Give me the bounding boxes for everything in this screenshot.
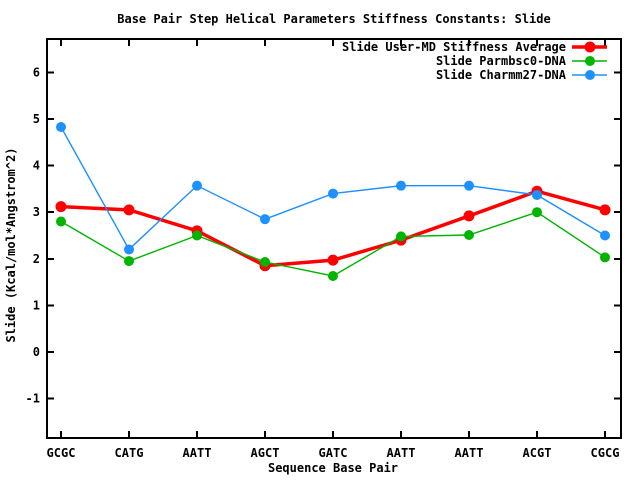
data-point: [56, 121, 66, 132]
legend-label: Slide Charmm27-DNA: [436, 68, 567, 82]
data-point: [328, 188, 338, 199]
legend-label: Slide User-MD Stiffness Average: [342, 40, 566, 54]
y-tick-label: 2: [33, 252, 40, 266]
series-line-1: [60, 211, 606, 277]
data-point: [464, 230, 474, 241]
series-2: [56, 121, 610, 255]
data-point: [56, 216, 66, 227]
x-tick-label: CGCG: [591, 446, 620, 460]
x-tick-label: AATT: [183, 446, 212, 460]
y-tick-label: 4: [33, 159, 40, 173]
data-point: [532, 189, 542, 200]
data-point: [396, 180, 406, 191]
legend-item: Slide Parmbsc0-DNA: [436, 54, 607, 68]
y-tick-label: 6: [33, 66, 40, 80]
x-axis-label: Sequence Base Pair: [268, 461, 398, 475]
x-tick-label: AATT: [455, 446, 484, 460]
data-point: [124, 256, 134, 267]
y-tick-label: 0: [33, 345, 40, 359]
data-point: [328, 270, 338, 281]
data-point: [260, 214, 270, 225]
legend-item: Slide Charmm27-DNA: [436, 68, 607, 82]
legend-item: Slide User-MD Stiffness Average: [342, 40, 607, 54]
x-tick-label: GCGC: [47, 446, 76, 460]
y-axis-label: Slide (Kcal/mol*Angstrom^2): [4, 147, 18, 342]
y-tick-label: 1: [33, 298, 40, 312]
plot-area: GCGC CATG AATT AGCT GATC AATT AATT ACGT CGCG -1 0 1…: [26, 39, 621, 460]
data-point: [260, 257, 270, 268]
data-point: [192, 230, 202, 241]
x-tick-label: AATT: [387, 446, 416, 460]
legend-marker: [585, 70, 595, 80]
series-1: [56, 207, 610, 281]
legend-marker: [585, 56, 595, 66]
data-point: [600, 252, 610, 263]
y-tick-label: -1: [26, 391, 40, 405]
series-line-2: [60, 126, 606, 251]
data-point: [124, 244, 134, 255]
y-tick-label: 3: [33, 205, 40, 219]
legend-label: Slide Parmbsc0-DNA: [436, 54, 567, 68]
x-tick-label: AGCT: [251, 446, 280, 460]
series-line-0: [60, 189, 606, 268]
data-point: [192, 180, 202, 191]
plot-border: [46, 38, 622, 439]
data-point: [600, 230, 610, 241]
data-point: [396, 231, 406, 242]
y-tick-label: 5: [33, 112, 40, 126]
data-point: [55, 201, 67, 213]
data-point: [599, 204, 611, 216]
x-tick-label: ACGT: [523, 446, 552, 460]
data-point: [464, 180, 474, 191]
chart-title: Base Pair Step Helical Parameters Stiffn…: [117, 12, 550, 26]
data-point: [123, 204, 135, 216]
data-point: [532, 207, 542, 218]
x-tick-label: CATG: [115, 446, 144, 460]
data-point: [463, 210, 475, 222]
data-point: [327, 254, 339, 266]
legend-marker: [584, 41, 596, 53]
x-tick-label: GATC: [319, 446, 348, 460]
